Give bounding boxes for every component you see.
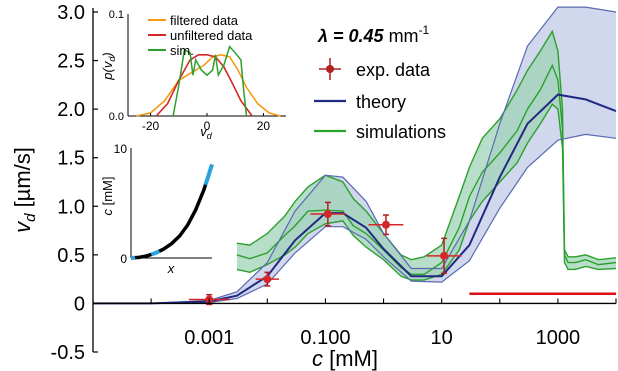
legend-exp-label: exp. data <box>356 60 431 80</box>
inset2-y-axis-label: c [mM] <box>100 177 115 216</box>
lambda-value: λ = 0.45 <box>317 26 385 46</box>
legend-exp-marker <box>326 65 334 73</box>
lambda-unit-exponent: -1 <box>419 23 430 37</box>
inset1-x-axis-label: vd <box>200 124 213 141</box>
inset2-y-tick-label: 10 <box>114 142 128 156</box>
exp-data-point <box>381 220 390 229</box>
simulation-mid-line <box>236 63 617 275</box>
inset1-legend-label: sim. <box>170 43 194 58</box>
inset2-y-axis-unit: [mM] <box>100 177 115 210</box>
lambda-unit: mm <box>384 26 419 46</box>
inset2-curve <box>130 163 214 260</box>
inset1-y-axis-label: p(vd) <box>100 52 117 80</box>
y-axis-label-unit: [µm/s] <box>10 147 35 213</box>
y-tick-label: 1.5 <box>57 148 85 170</box>
y-tick-label: 1.0 <box>57 196 85 218</box>
y-tick-label: 0.5 <box>57 245 85 267</box>
inset2-highlight-segment <box>203 163 214 186</box>
y-axis-label-subscript: d <box>22 213 39 222</box>
theory-lower-line <box>93 133 617 304</box>
inset1-y-axis-subscript: d <box>107 56 117 62</box>
inset1-x-tick-label: 0 <box>204 119 211 133</box>
concentration-profile-inset: 0 10 x c [mM] <box>100 142 214 276</box>
legend-theory-label: theory <box>356 92 406 112</box>
inset1-legend-label: filtered data <box>170 13 239 28</box>
exp-data-point <box>323 210 332 219</box>
exp-data-point <box>263 275 272 284</box>
inset1-background <box>128 14 286 116</box>
main-legend: λ = 0.45 mm-1 exp. data theory simulatio… <box>314 23 446 142</box>
inset1-sim-line <box>172 45 248 117</box>
lambda-annotation: λ = 0.45 mm-1 <box>317 23 430 46</box>
x-tick-label: 10 <box>431 327 453 349</box>
x-tick-label: 0.100 <box>300 327 350 349</box>
main-chart: -0.500.51.01.52.02.53.00.001 0.100 10 1000c… <box>10 2 617 371</box>
theory-line <box>93 93 617 305</box>
inset1-unfiltered-line <box>155 54 253 117</box>
y-tick-label: -0.5 <box>51 342 85 364</box>
inset1-x-axis-symbol: v <box>200 124 208 139</box>
inset1-y-axis-symbol: p(v <box>100 60 115 81</box>
y-tick-label: 2.0 <box>57 99 85 121</box>
theory-band <box>93 7 616 304</box>
inset1-legend-label: unfiltered data <box>170 28 253 43</box>
y-tick-label: 2.5 <box>57 51 85 73</box>
inset1-x-tick-label: 20 <box>257 119 271 133</box>
inset1-y-tick-label: 0.0 <box>109 111 124 123</box>
x-axis-label-symbol: c <box>312 346 323 371</box>
y-tick-label: 3.0 <box>57 2 85 24</box>
inset1-y-tick-label: 0.1 <box>109 9 124 21</box>
inset2-highlight-segment <box>150 249 161 257</box>
inset1-x-axis-subscript: d <box>207 131 213 141</box>
x-tick-label: 0.001 <box>184 327 234 349</box>
theory-upper-line <box>93 6 617 304</box>
y-tick-label: 0 <box>74 293 85 315</box>
simulation-band <box>236 31 616 281</box>
inset1-y-axis-close: ) <box>100 52 115 58</box>
inset2-x-axis-label: x <box>167 261 175 276</box>
inset2-y-axis-symbol: c <box>100 209 115 216</box>
inset1-x-tick-label: -20 <box>142 119 160 133</box>
x-tick-label: 1000 <box>536 327 581 349</box>
y-axis-label-symbol: v <box>10 220 35 233</box>
legend-sim-label: simulations <box>356 122 446 142</box>
inset2-y-tick-label: 0 <box>120 252 127 266</box>
simulation-lower-line <box>236 103 617 281</box>
exp-data-point <box>440 251 449 260</box>
x-axis-label-unit: [mM] <box>323 346 378 371</box>
y-axis-label: vd [µm/s] <box>10 147 39 233</box>
x-axis-label: c [mM] <box>312 346 378 371</box>
